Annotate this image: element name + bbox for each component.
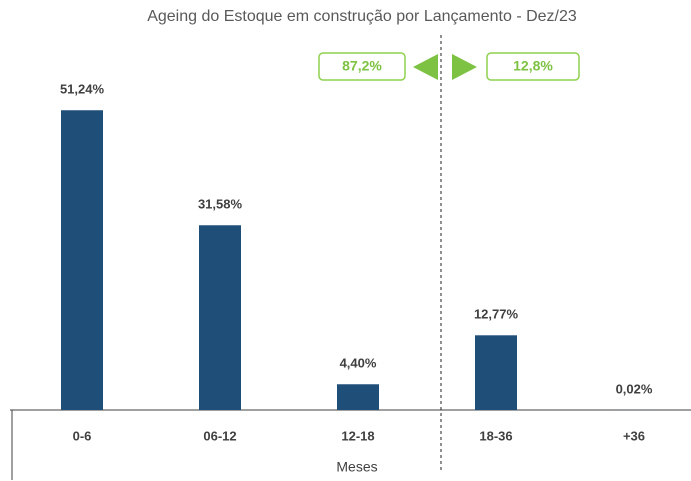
bar: [61, 110, 103, 410]
bar: [337, 384, 379, 410]
value-label: 4,40%: [340, 356, 377, 371]
x-tick-label: 18-36: [479, 428, 512, 443]
arrow-right: [452, 54, 477, 80]
value-label: 12,77%: [474, 307, 519, 322]
value-label: 31,58%: [198, 197, 243, 212]
callout-box: [486, 52, 580, 81]
value-label: 51,24%: [60, 82, 105, 97]
bar: [199, 225, 241, 410]
callout-text: 12,8%: [513, 58, 553, 74]
callout-box: [318, 52, 406, 81]
arrow-left: [413, 54, 438, 80]
bar: [475, 335, 517, 410]
x-axis-label: Meses: [336, 459, 377, 475]
x-tick-label: 06-12: [203, 428, 236, 443]
chart-title: Ageing do Estoque em construção por Lanç…: [147, 8, 577, 25]
callout-text: 87,2%: [342, 58, 382, 74]
value-label: 0,02%: [616, 381, 653, 396]
x-tick-label: +36: [623, 428, 645, 443]
x-tick-label: 0-6: [73, 428, 92, 443]
x-tick-label: 12-18: [341, 428, 374, 443]
